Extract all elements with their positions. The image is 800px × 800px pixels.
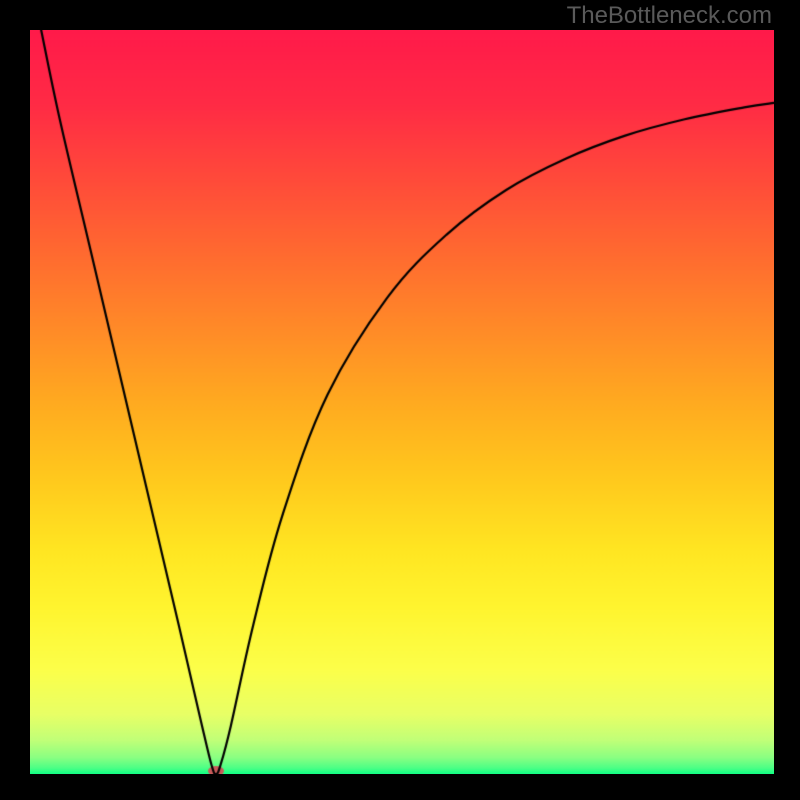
plot-area xyxy=(30,30,774,774)
chart-container: TheBottleneck.com xyxy=(0,0,800,800)
bottleneck-curve-canvas xyxy=(30,30,774,774)
watermark-text: TheBottleneck.com xyxy=(567,2,772,30)
